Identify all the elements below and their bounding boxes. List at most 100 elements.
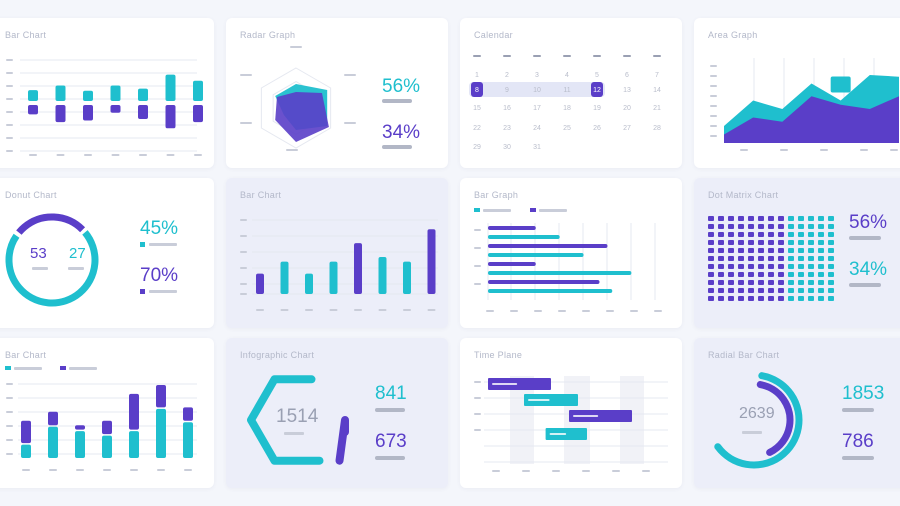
matrix-dot [718, 264, 724, 269]
time-band [510, 376, 534, 464]
radar-value-a: 56% [382, 76, 421, 97]
matrix-dot [768, 296, 774, 301]
bar-down [55, 105, 66, 123]
tick-label [6, 85, 13, 87]
card-title: Dot Matrix Chart [708, 190, 779, 200]
calendar-day: 29 [473, 144, 481, 151]
tick-label [240, 235, 247, 237]
matrix-dot [798, 240, 804, 245]
legend-swatch [530, 208, 536, 212]
donut-plot [5, 213, 177, 307]
matrix-dot [828, 272, 834, 277]
calendar-day: 22 [473, 125, 481, 132]
matrix-dot [758, 224, 764, 229]
tick-label [6, 98, 13, 100]
matrix-dot [708, 248, 714, 253]
matrix-dot [728, 280, 734, 285]
tick-label [6, 383, 13, 385]
legend-swatch [140, 289, 145, 294]
tick-label [6, 397, 13, 399]
matrix-dot [818, 264, 824, 269]
tick-label [49, 469, 57, 471]
radial-value-a: 1853 [842, 383, 885, 404]
calendar-day: 11 [563, 87, 570, 94]
tick-label [6, 439, 13, 441]
placeholder-label [68, 267, 84, 270]
matrix-dot [828, 240, 834, 245]
tick-label [552, 470, 560, 472]
tick-label [6, 111, 13, 113]
radar-value-b: 34% [382, 122, 421, 143]
matrix-dot [708, 264, 714, 269]
matrix-dot [718, 248, 724, 253]
tick-label [6, 124, 13, 126]
matrix-dot [818, 280, 824, 285]
bar [280, 261, 289, 294]
tick-label [76, 469, 84, 471]
matrix-dot [718, 280, 724, 285]
stack-teal [102, 435, 112, 458]
tick-label [710, 135, 717, 137]
calendar-day: 20 [623, 105, 631, 112]
bar-chart-card-3: Bar Chart [0, 338, 214, 488]
matrix-dot [768, 264, 774, 269]
placeholder-label [842, 408, 874, 412]
donut-slice-purple [5, 213, 99, 307]
matrix-dot [778, 224, 784, 229]
tick-label [184, 469, 192, 471]
bar-down [193, 105, 203, 123]
tick-label [860, 149, 868, 151]
tick-label [820, 149, 828, 151]
tick-label [630, 310, 638, 312]
matrix-dot [798, 248, 804, 253]
calendar-day: 26 [593, 125, 601, 132]
bar [488, 226, 536, 230]
bar-down [28, 105, 38, 115]
matrix-dot [788, 256, 794, 261]
tick-label [84, 154, 92, 156]
calendar-day: 31 [533, 144, 541, 151]
placeholder-label [149, 243, 177, 246]
calendar-day: 5 [595, 72, 599, 79]
matrix-dot [768, 232, 774, 237]
tick-label [6, 150, 13, 152]
axis-label [344, 74, 356, 76]
radial-center: 2639 [739, 405, 775, 422]
tick-label [240, 267, 247, 269]
matrix-dot [828, 280, 834, 285]
placeholder-label [375, 408, 405, 412]
tick-label [474, 381, 481, 383]
matrix-dot [718, 288, 724, 293]
card-title: Time Plane [474, 350, 523, 360]
stack-purple [21, 420, 31, 444]
matrix-dot [788, 248, 794, 253]
bar-graph-plot [474, 208, 662, 312]
tick-label [890, 149, 898, 151]
calendar-day: 7 [655, 72, 659, 79]
matrix-dot [708, 240, 714, 245]
matrix-dot [718, 256, 724, 261]
range-end-marker [591, 82, 603, 97]
bar [488, 253, 584, 257]
matrix-dot [788, 280, 794, 285]
infographic-chart-card: Infographic Chart 1514 841 673 [226, 338, 448, 488]
tick-label [486, 310, 494, 312]
calendar-day: 8 [475, 87, 479, 94]
matrix-dot [738, 288, 744, 293]
radar-series-purple [275, 92, 329, 142]
matrix-dot [798, 280, 804, 285]
radial-bar-chart-card: Radial Bar Chart 2639 1853 786 [694, 338, 900, 488]
tick-label [492, 470, 500, 472]
calendar-day: 6 [625, 72, 629, 79]
matrix-dot [808, 280, 814, 285]
matrix-dot [758, 264, 764, 269]
calendar-day: 2 [505, 72, 509, 79]
matrix-dot [768, 272, 774, 277]
matrix-dot [818, 216, 824, 221]
matrix-dot [748, 240, 754, 245]
matrix-dot [818, 296, 824, 301]
infographic-value-b: 673 [375, 431, 407, 452]
tick-label [111, 154, 120, 156]
area-series-purple [724, 96, 899, 143]
